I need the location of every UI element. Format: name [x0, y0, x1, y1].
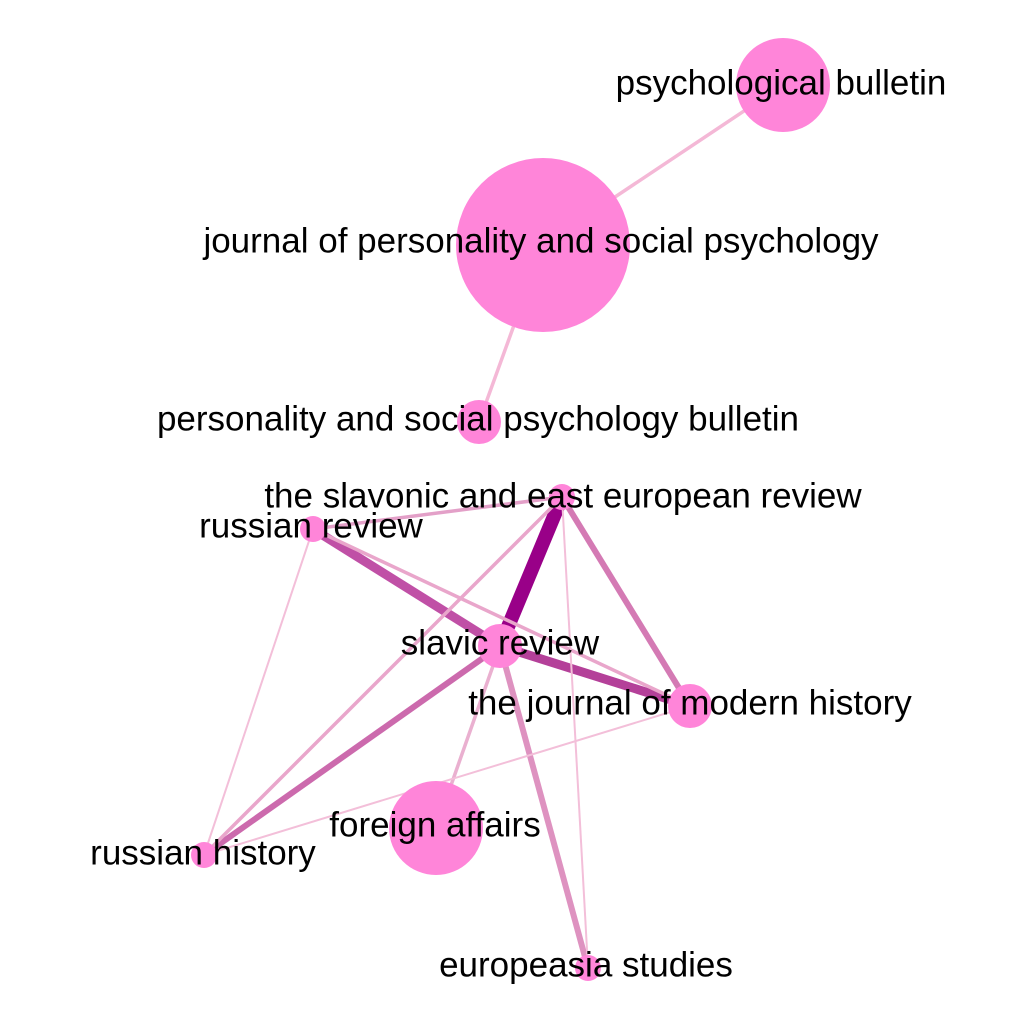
edge-russian_review-jmh [312, 527, 691, 708]
labels-layer: psychological bulletin journal of persona… [90, 64, 946, 985]
edge-russian_review-russian_history [203, 528, 314, 856]
edges-layer [202, 83, 784, 969]
edge-slavic_review-jmh [498, 641, 692, 711]
node-pspb [457, 400, 501, 444]
edge-seer-russian_history [202, 495, 564, 857]
node-russian_history [191, 842, 217, 868]
node-label-russian_review: russian review [199, 507, 423, 546]
node-europeasia [575, 955, 601, 981]
node-foreign_affairs [389, 781, 483, 875]
node-label-europeasia: europeasia studies [439, 946, 733, 985]
node-seer [549, 484, 575, 510]
node-label-russian_history: russian history [90, 834, 316, 873]
edge-russian_review-slavic_review [310, 525, 503, 650]
edge-slavic_review-europeasia [497, 645, 591, 969]
node-label-slavic_review: slavic review [401, 624, 600, 663]
node-jmh [668, 684, 712, 728]
nodes-layer [191, 38, 830, 981]
node-slavic_review [478, 624, 522, 668]
edge-russian_history-jmh [203, 705, 691, 856]
node-psych_bulletin [736, 38, 830, 132]
node-russian_review [300, 516, 326, 542]
edge-slavic_review-russian_history [202, 643, 502, 858]
node-label-jpsp: journal of personality and social psycho… [202, 222, 879, 261]
node-label-psych_bulletin: psychological bulletin [616, 64, 947, 103]
node-label-jmh: the journal of modern history [468, 684, 912, 723]
node-label-seer: the slavonic and east european review [264, 477, 862, 516]
edge-seer-russian_review [312, 495, 563, 531]
node-label-pspb: personality and social psychology bullet… [157, 400, 799, 439]
node-jpsp [456, 158, 630, 332]
edge-seer-europeasia [561, 496, 589, 969]
edge-seer-jmh [559, 495, 693, 708]
node-label-foreign_affairs: foreign affairs [329, 806, 540, 845]
